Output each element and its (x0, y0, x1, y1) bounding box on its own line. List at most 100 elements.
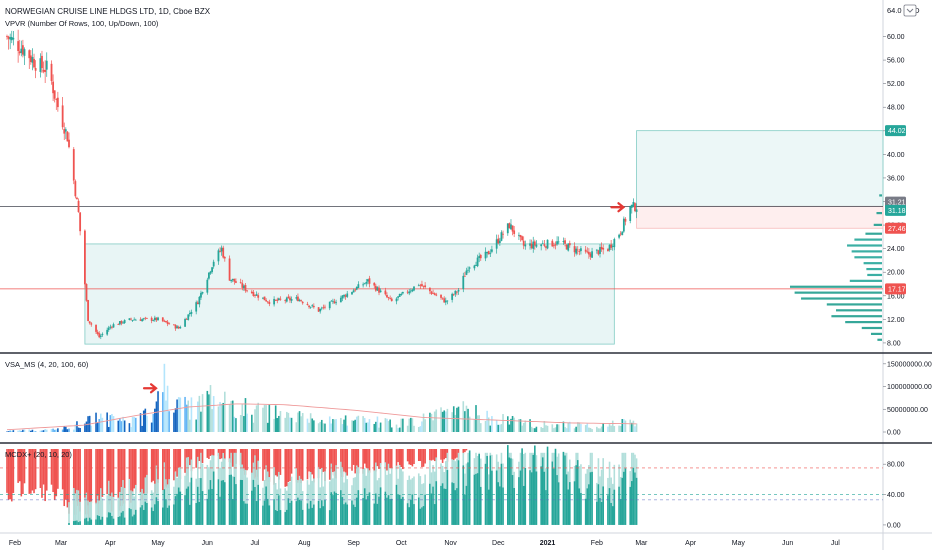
mcdx-teal-bar (486, 455, 488, 525)
candle-body (346, 293, 349, 297)
volume-pane[interactable] (6, 363, 638, 432)
settings-icon[interactable] (903, 4, 917, 17)
candle-body (41, 55, 43, 69)
mcdx-teal-bar (330, 492, 333, 525)
volume-bar (580, 424, 582, 432)
mcdx-indicator-label[interactable]: MCDX+ (20, 10, 20) (5, 450, 72, 459)
mcdx-red-bar (465, 449, 468, 451)
mcdx-red-bar (317, 449, 320, 479)
volume-bar (278, 415, 280, 432)
volume-bar (123, 420, 126, 432)
mcdx-teal-bar (624, 468, 627, 525)
volume-profile-bar (836, 309, 882, 312)
volume-bar (564, 427, 566, 432)
mcdx-teal-bar (363, 488, 366, 525)
volume-bar (55, 429, 58, 432)
candle-body (250, 291, 253, 294)
candle-body (400, 293, 403, 295)
candle-body (317, 307, 320, 312)
mcdx-red-bar (430, 449, 433, 461)
mcdx-light-bar (117, 497, 120, 525)
candle-body (308, 305, 310, 308)
volume-bar (154, 408, 156, 432)
mcdx-teal-bar (289, 502, 291, 525)
mcdx-light-bar (106, 495, 108, 525)
range-box-2[interactable] (636, 205, 884, 229)
mcdx-teal-bar (262, 505, 264, 525)
price-tick-label: 40.00 (887, 152, 905, 159)
volume-bar (211, 409, 213, 432)
volume-bar (72, 429, 75, 432)
volume-bar (510, 418, 512, 432)
vpvr-indicator-label[interactable]: VPVR (Number Of Rows, 100, Up/Down, 100) (5, 19, 159, 28)
mcdx-teal-bar (201, 491, 204, 525)
mcdx-red-bar (133, 449, 135, 489)
mcdx-light-bar (266, 471, 269, 525)
mcdx-red-bar (196, 449, 199, 464)
mcdx-teal-bar (306, 503, 309, 525)
candle-body (239, 282, 242, 283)
mcdx-teal-bar (629, 486, 632, 525)
candle-body (575, 248, 578, 254)
mcdx-light-bar (95, 502, 97, 525)
volume-bar (373, 423, 376, 432)
time-tick-label: Jul (251, 540, 260, 547)
candle-body (52, 81, 55, 94)
volume-bar (464, 411, 466, 432)
candle-body (112, 324, 115, 328)
volume-profile-bar (790, 285, 882, 288)
mcdx-teal-bar (344, 502, 347, 525)
mcdx-red-bar (413, 449, 415, 465)
mcdx-light-bar (142, 493, 145, 525)
volume-bar (554, 427, 557, 432)
mcdx-red-bar (287, 449, 290, 483)
candle-body (351, 292, 353, 295)
mcdx-teal-bar (430, 493, 433, 525)
mcdx-red-bar (241, 449, 244, 466)
volume-bar (430, 413, 433, 432)
price-arrow-annotation (610, 202, 626, 213)
volume-bar (506, 416, 509, 432)
mcdx-teal-bar (319, 508, 321, 525)
mcdx-light-bar (279, 488, 282, 525)
volume-bar (340, 417, 342, 432)
price-tick-label: 48.00 (887, 105, 905, 112)
volume-bar (152, 413, 155, 432)
mcdx-red-bar (154, 449, 156, 496)
mcdx-light-bar (111, 492, 113, 525)
volume-bar (119, 418, 121, 432)
mcdx-teal-bar (467, 462, 469, 525)
candle-body (335, 302, 337, 304)
mcdx-red-bar (444, 449, 447, 459)
price-pane[interactable] (0, 29, 884, 345)
mcdx-light-bar (433, 471, 436, 525)
mcdx-teal-bar (74, 520, 77, 525)
candle-body (161, 317, 164, 322)
mcdx-teal-bar (190, 477, 193, 525)
volume-bar (208, 394, 210, 432)
mcdx-teal-bar (333, 491, 336, 525)
candle-body (142, 318, 145, 320)
mcdx-red-bar (224, 449, 226, 460)
mcdx-red-bar (246, 449, 248, 471)
mcdx-teal-bar (534, 445, 536, 525)
time-tick-label: May (732, 540, 746, 547)
mcdx-pane[interactable] (0, 445, 883, 525)
mcdx-teal-bar (367, 495, 369, 525)
volume-bar (289, 417, 291, 432)
mcdx-teal-bar (631, 481, 633, 525)
volume-bar (421, 421, 423, 432)
mcdx-red-bar (389, 449, 391, 469)
volume-bar (634, 426, 636, 432)
mcdx-red-bar (176, 449, 178, 477)
mcdx-teal-bar (532, 454, 535, 525)
mcdx-teal-bar (621, 477, 624, 525)
range-box-1[interactable] (636, 130, 884, 207)
candle-body (72, 149, 75, 181)
range-box-0[interactable] (84, 243, 615, 345)
candle-body (155, 317, 158, 321)
volume-indicator-label[interactable]: VSA_MS (4, 20, 100, 60) (5, 360, 89, 369)
volume-bar (451, 412, 453, 432)
mcdx-red-bar (195, 449, 197, 468)
